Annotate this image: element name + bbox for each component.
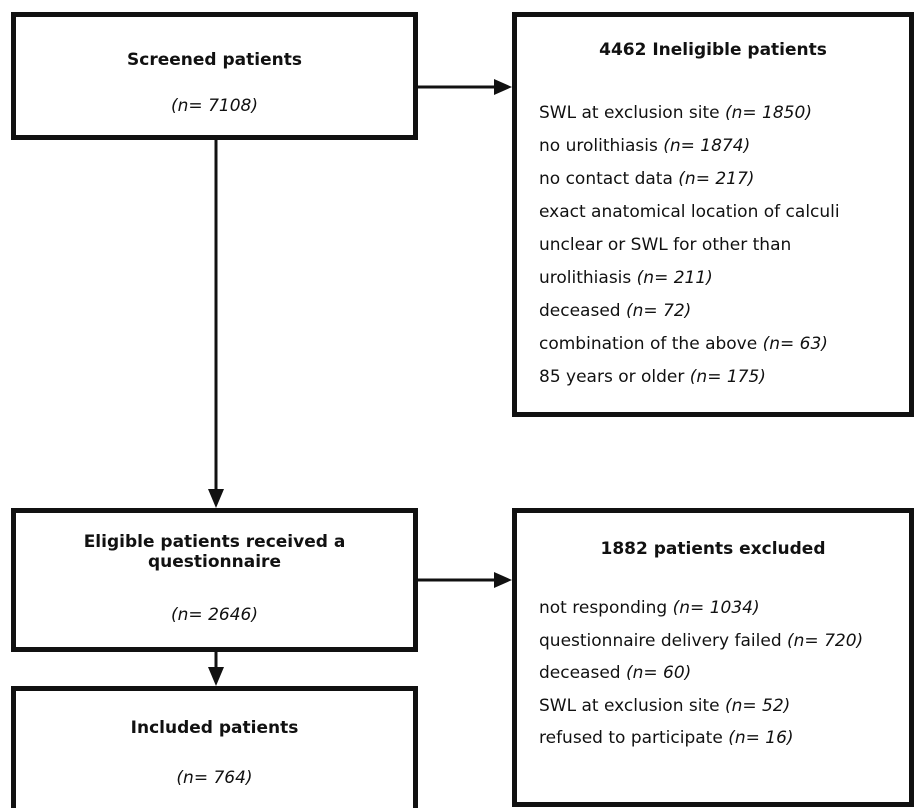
- eligible-title-line2: questionnaire: [148, 552, 281, 572]
- reason-count: (n= 211): [636, 268, 713, 288]
- reason-text: refused to participate: [539, 728, 729, 749]
- reason-count: (n= 1034): [672, 598, 760, 618]
- screened-patients-box: Screened patients (n= 7108): [11, 12, 418, 140]
- ineligible-reason-item: combination of the above (n= 63): [539, 328, 901, 361]
- arrowhead-included: [208, 667, 224, 686]
- reason-text: SWL at exclusion site: [539, 695, 725, 716]
- ineligible-reason-item: 85 years or older (n= 175): [539, 361, 901, 394]
- ineligible-reason-item: SWL at exclusion site (n= 1850): [539, 97, 901, 130]
- eligible-count: (n= 2646): [171, 605, 258, 625]
- ineligible-reason-item: no urolithiasis (n= 1874): [539, 130, 901, 163]
- reason-text: 85 years or older: [539, 367, 690, 387]
- ineligible-reason-item: exact anatomical location of calculi: [539, 196, 901, 229]
- included-patients-box: Included patients (n= 764): [11, 686, 418, 808]
- ineligible-reason-item: unclear or SWL for other than: [539, 229, 901, 262]
- reason-text: questionnaire delivery failed: [539, 630, 788, 651]
- reason-text: combination of the above: [539, 334, 763, 354]
- reason-text: unclear or SWL for other than: [539, 235, 792, 255]
- excluded-reason-item: refused to participate (n= 16): [539, 722, 901, 755]
- reason-text: urolithiasis: [539, 268, 637, 288]
- excluded-reason-item: SWL at exclusion site (n= 52): [539, 690, 901, 723]
- reason-text: exact anatomical location of calculi: [539, 202, 840, 222]
- arrowhead-eligible: [208, 489, 224, 508]
- reason-count: (n= 1850): [725, 103, 812, 123]
- excluded-reason-item: not responding (n= 1034): [539, 592, 901, 625]
- arrowhead-ineligible: [494, 79, 512, 95]
- included-title: Included patients: [130, 718, 299, 738]
- reason-text: deceased: [539, 301, 626, 321]
- ineligible-reason-item: no contact data (n= 217): [539, 163, 901, 196]
- reason-text: deceased: [539, 663, 626, 684]
- ineligible-patients-box: 4462 Ineligible patients SWL at exclusio…: [512, 12, 914, 417]
- eligible-title-line1: Eligible patients received a: [83, 532, 346, 552]
- included-count: (n= 764): [176, 768, 253, 788]
- reason-count: (n= 52): [725, 695, 791, 716]
- excluded-title: 1882 patients excluded: [600, 539, 826, 559]
- ineligible-title: 4462 Ineligible patients: [599, 40, 827, 60]
- reason-count: (n= 60): [625, 663, 692, 684]
- reason-count: (n= 217): [678, 169, 755, 189]
- reason-text: SWL at exclusion site: [539, 103, 725, 123]
- reason-text: not responding: [539, 598, 673, 618]
- reason-count: (n= 175): [689, 367, 766, 387]
- eligible-patients-box: Eligible patients received a questionnai…: [11, 508, 418, 652]
- screened-title: Screened patients: [127, 50, 302, 70]
- excluded-reason-item: questionnaire delivery failed (n= 720): [539, 625, 901, 658]
- ineligible-reason-list: SWL at exclusion site (n= 1850) no uroli…: [539, 97, 901, 394]
- reason-count: (n= 63): [762, 334, 828, 354]
- reason-text: no contact data: [539, 169, 679, 189]
- ineligible-reason-item: deceased (n= 72): [539, 295, 901, 328]
- excluded-patients-box: 1882 patients excluded not responding (n…: [512, 508, 914, 807]
- reason-count: (n= 72): [625, 301, 692, 321]
- arrowhead-excluded: [494, 572, 512, 588]
- ineligible-reason-item: urolithiasis (n= 211): [539, 262, 901, 295]
- excluded-reason-item: deceased (n= 60): [539, 657, 901, 690]
- excluded-reason-list: not responding (n= 1034) questionnaire d…: [539, 592, 901, 755]
- reason-count: (n= 16): [728, 728, 794, 749]
- screened-count: (n= 7108): [171, 96, 258, 116]
- reason-count: (n= 1874): [663, 136, 751, 156]
- reason-text: no urolithiasis: [539, 136, 664, 156]
- reason-count: (n= 720): [787, 630, 864, 651]
